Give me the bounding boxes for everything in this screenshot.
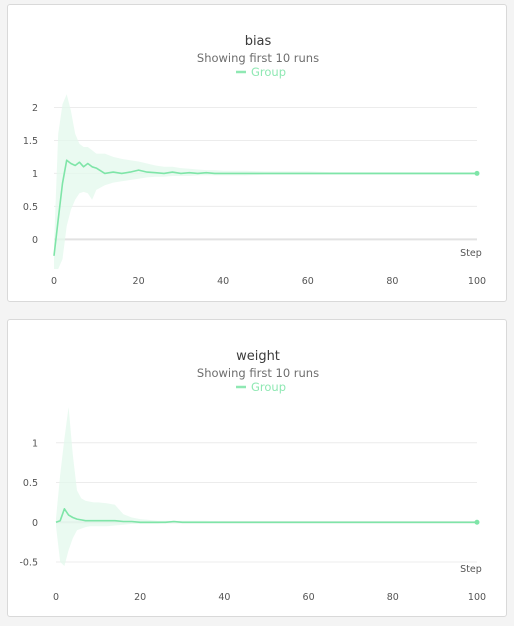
x-tick-label: 100 [468, 276, 486, 287]
y-tick-label: 2 [32, 103, 38, 114]
weight-chart-panel: weight Showing first 10 runs Group -0.5 0… [7, 319, 507, 617]
y-tick-label: 0.5 [23, 478, 38, 489]
y-tick-label: 0 [32, 235, 38, 246]
chart-title: bias [245, 34, 272, 49]
series-line-group [53, 159, 477, 256]
chart-title: weight [236, 349, 280, 364]
x-tick-label: 80 [387, 592, 399, 603]
chart-subtitle: Showing first 10 runs [197, 366, 319, 380]
series-end-point [474, 170, 480, 176]
y-tick-label: 1 [32, 438, 38, 449]
plot-area[interactable]: -0.5 0 0.5 1 0 20 40 60 80 100 Step [19, 407, 486, 603]
x-tick-label: 60 [302, 276, 314, 287]
x-tick-label: 20 [133, 276, 145, 287]
x-tick-label: 60 [303, 592, 315, 603]
series-end-point [474, 519, 480, 525]
legend-item-group[interactable]: Group [251, 380, 286, 394]
series-range-band [54, 94, 477, 269]
x-axis-label: Step [460, 564, 482, 575]
y-tick-label: -0.5 [19, 558, 38, 569]
x-tick-label: 100 [468, 592, 486, 603]
x-axis-label: Step [460, 248, 482, 259]
x-tick-label: 80 [386, 276, 398, 287]
weight-chart: weight Showing first 10 runs Group -0.5 0… [19, 349, 486, 603]
x-tick-label: 0 [53, 592, 59, 603]
bias-chart-panel: bias Showing first 10 runs Group 0 0.5 1 1.… [7, 4, 507, 302]
y-tick-label: 1 [32, 169, 38, 180]
y-tick-label: 0.5 [23, 202, 38, 213]
series-line-group [55, 508, 477, 524]
y-tick-label: 1.5 [23, 136, 38, 147]
x-tick-label: 40 [218, 592, 230, 603]
x-tick-label: 20 [134, 592, 146, 603]
x-tick-label: 40 [217, 276, 229, 287]
chart-subtitle: Showing first 10 runs [197, 51, 319, 65]
series-range-band [56, 407, 477, 566]
legend-item-group[interactable]: Group [251, 65, 286, 79]
bias-chart: bias Showing first 10 runs Group 0 0.5 1 1.… [23, 34, 486, 287]
y-tick-label: 0 [32, 518, 38, 529]
x-tick-label: 0 [51, 276, 57, 287]
